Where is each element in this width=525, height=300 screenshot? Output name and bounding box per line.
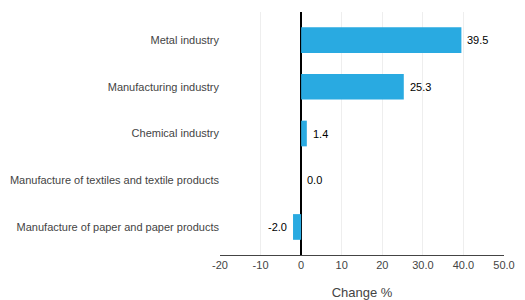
svg-text:39.5: 39.5	[467, 34, 488, 46]
svg-text:25.3: 25.3	[410, 81, 431, 93]
svg-text:40.0: 40.0	[453, 259, 474, 271]
svg-text:Chemical industry: Chemical industry	[132, 127, 220, 139]
svg-text:Change %: Change %	[332, 285, 393, 300]
svg-text:Manufacture of textiles and te: Manufacture of textiles and textile prod…	[10, 174, 220, 186]
svg-text:-10: -10	[253, 259, 269, 271]
svg-text:-2.0: -2.0	[268, 221, 287, 233]
svg-text:Manufacture of paper and paper: Manufacture of paper and paper products	[17, 221, 220, 233]
svg-text:0.0: 0.0	[307, 174, 322, 186]
svg-text:30.0: 30.0	[412, 259, 433, 271]
svg-text:10: 10	[336, 259, 348, 271]
svg-text:Manufacturing industry: Manufacturing industry	[108, 81, 220, 93]
svg-text:0: 0	[298, 259, 304, 271]
svg-text:Metal industry: Metal industry	[151, 34, 220, 46]
svg-text:-20: -20	[212, 259, 228, 271]
svg-text:50.0: 50.0	[493, 259, 514, 271]
svg-text:20: 20	[376, 259, 388, 271]
svg-text:1.4: 1.4	[313, 128, 328, 140]
